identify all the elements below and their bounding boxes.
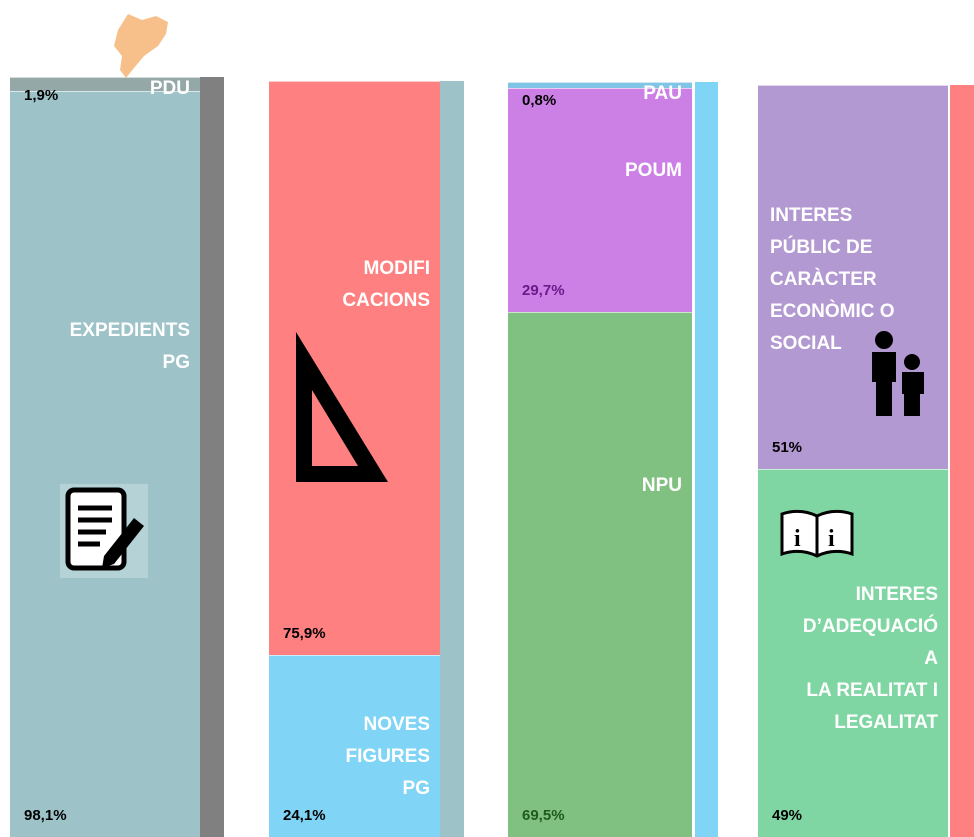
ruler-triangle-icon	[296, 332, 388, 482]
segment	[508, 82, 692, 89]
segment	[269, 654, 440, 837]
value-label: 69,5%	[522, 807, 565, 824]
segment-name: INTERES PÚBLIC DE CARÀCTER ECONÒMIC O SO…	[770, 205, 895, 355]
side-strip	[950, 85, 974, 837]
value-label: 51%	[772, 438, 803, 456]
book-icon: i i	[780, 509, 854, 558]
value-label: 98,1%	[24, 807, 67, 824]
segment-name: PDU	[149, 78, 190, 99]
side-strip	[695, 82, 718, 837]
segment	[10, 91, 200, 837]
side-strip	[440, 81, 464, 837]
segment	[508, 312, 692, 837]
value-label: 0,8%	[522, 92, 557, 109]
value-label: 24,1%	[283, 807, 326, 824]
segment-name: EXPEDIENTS PG	[69, 320, 190, 374]
segment-name: INTERES D’ADEQUACIÓ A LA REALITAT I LEGA…	[802, 584, 938, 734]
value-label: 29,7%	[522, 282, 565, 300]
segment-name: MODIFI CACIONS	[342, 258, 430, 312]
catalonia-map-icon	[114, 14, 168, 78]
value-label: 49%	[772, 807, 803, 824]
segment	[508, 88, 692, 313]
document-icon	[60, 484, 148, 578]
segment	[10, 77, 200, 92]
value-label: 1,9%	[24, 87, 59, 104]
value-label: 75,9%	[283, 624, 326, 642]
people-icon	[872, 331, 924, 416]
segment-name: PAU	[643, 83, 682, 104]
segment-name: NOVES FIGURES PG	[345, 714, 430, 800]
svg-text:i: i	[828, 526, 835, 552]
segment-name: POUM	[625, 160, 682, 182]
segment-name: NPU	[641, 474, 682, 496]
svg-text:i: i	[794, 526, 801, 552]
side-strip	[200, 77, 224, 837]
